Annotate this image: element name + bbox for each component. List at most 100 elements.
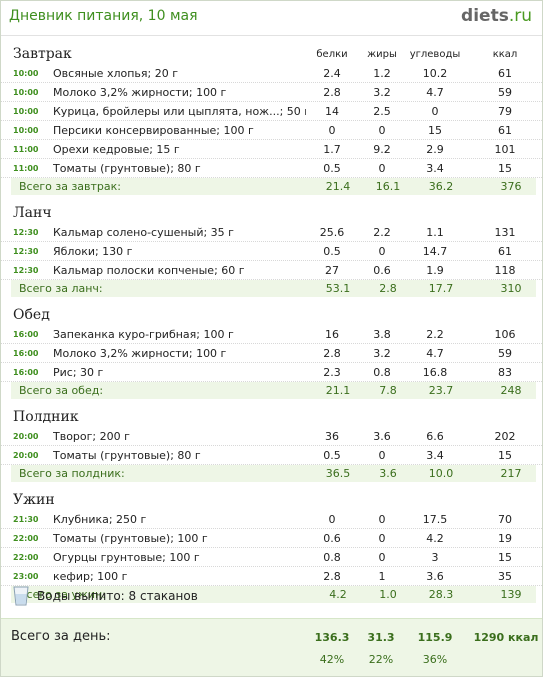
value: 118 bbox=[494, 263, 516, 277]
total-label: Всего за полдник: bbox=[19, 467, 125, 480]
time: 22:00 bbox=[13, 533, 39, 543]
value: 10.2 bbox=[422, 66, 448, 80]
meal-total: Всего за завтрак: 21.4 16.1 36.2 376 bbox=[11, 178, 536, 195]
header: Дневник питания, 10 мая diets.ru bbox=[1, 1, 542, 36]
value: 59 bbox=[498, 85, 512, 99]
value: 15 bbox=[498, 550, 512, 564]
value: 3.6 bbox=[426, 569, 444, 583]
time: 21:30 bbox=[13, 514, 39, 524]
value: 15 bbox=[498, 161, 512, 175]
value: 0.6 bbox=[373, 263, 391, 277]
food-row: 10:00 Курица, бройлеры или цыплята, нож..… bbox=[1, 102, 542, 121]
time: 10:00 bbox=[13, 106, 39, 116]
day-total: Всего за день: 136.3 31.3 115.9 1290 ккал 42… bbox=[1, 618, 542, 676]
value: 0 bbox=[378, 512, 386, 526]
value: 131 bbox=[494, 225, 516, 239]
meal-title: Ланч bbox=[13, 205, 52, 221]
logo-main: diets bbox=[461, 6, 509, 26]
time: 12:30 bbox=[13, 246, 39, 256]
value: 0 bbox=[378, 123, 386, 137]
day-percent: 36% bbox=[422, 653, 448, 666]
food-row: 16:00 Запеканка куро-грибная; 100 г 16 3.8 2… bbox=[1, 325, 542, 344]
meal-total: Всего за ланч: 53.1 2.8 17.7 310 bbox=[11, 280, 536, 297]
meal-header: Ужин bbox=[1, 486, 542, 510]
time: 12:30 bbox=[13, 227, 39, 237]
food-name: Молоко 3,2% жирности; 100 г bbox=[53, 85, 227, 99]
value: 2.3 bbox=[323, 365, 341, 379]
time: 12:30 bbox=[13, 265, 39, 275]
food-row: 22:00 Томаты (грунтовые); 100 г 0.6 0 4.2 19 bbox=[1, 529, 542, 548]
column-header: углеводы bbox=[409, 49, 461, 60]
logo-suffix: .ru bbox=[508, 6, 532, 26]
value: 2.9 bbox=[426, 142, 444, 156]
title: Дневник питания, 10 мая bbox=[9, 8, 198, 24]
food-name: Рис; 30 г bbox=[53, 365, 104, 379]
value: 59 bbox=[498, 346, 512, 360]
value: 0.5 bbox=[323, 448, 341, 462]
total-value: 248 bbox=[500, 384, 522, 397]
value: 35 bbox=[498, 569, 512, 583]
value: 0 bbox=[378, 244, 386, 258]
total-value: 28.3 bbox=[428, 588, 454, 601]
value: 14 bbox=[325, 104, 339, 118]
value: 36 bbox=[325, 429, 339, 443]
food-row: 23:00 кефир; 100 г 2.8 1 3.6 35 bbox=[1, 567, 542, 586]
value: 79 bbox=[498, 104, 512, 118]
total-value: 376 bbox=[500, 180, 522, 193]
value: 0.8 bbox=[373, 365, 391, 379]
value: 61 bbox=[498, 66, 512, 80]
value: 0 bbox=[328, 123, 336, 137]
total-value: 10.0 bbox=[428, 467, 454, 480]
total-value: 2.8 bbox=[379, 282, 397, 295]
food-row: 20:00 Томаты (грунтовые); 80 г 0.5 0 3.4 15 bbox=[1, 446, 542, 465]
water: Воды выпито: 8 стаканов bbox=[13, 584, 198, 608]
value: 4.7 bbox=[426, 346, 444, 360]
value: 1 bbox=[378, 569, 386, 583]
food-name: Курица, бройлеры или цыплята, нож...; 50… bbox=[53, 104, 306, 118]
meal-header: Завтрак белки жиры углеводы ккал bbox=[1, 40, 542, 64]
total-value: 36.2 bbox=[428, 180, 454, 193]
value: 6.6 bbox=[426, 429, 444, 443]
total-value: 16.1 bbox=[375, 180, 401, 193]
meal-header: Полдник bbox=[1, 403, 542, 427]
time: 23:00 bbox=[13, 571, 39, 581]
value: 9.2 bbox=[373, 142, 391, 156]
food-row: 22:00 Огурцы грунтовые; 100 г 0.8 0 3 15 bbox=[1, 548, 542, 567]
value: 3.2 bbox=[373, 85, 391, 99]
value: 101 bbox=[494, 142, 516, 156]
meal-total: Всего за полдник: 36.5 3.6 10.0 217 bbox=[11, 465, 536, 482]
total-value: 23.7 bbox=[428, 384, 454, 397]
value: 2.2 bbox=[426, 327, 444, 341]
logo: diets.ru bbox=[461, 6, 532, 26]
value: 2.5 bbox=[373, 104, 391, 118]
total-value: 310 bbox=[500, 282, 522, 295]
time: 16:00 bbox=[13, 367, 39, 377]
total-value: 7.8 bbox=[379, 384, 397, 397]
food-row: 12:30 Кальмар полоски копченые; 60 г 27 0.6… bbox=[1, 261, 542, 280]
value: 0 bbox=[431, 104, 439, 118]
total-value: 139 bbox=[500, 588, 522, 601]
value: 2.8 bbox=[323, 346, 341, 360]
time: 10:00 bbox=[13, 68, 39, 78]
meal-title: Ужин bbox=[13, 492, 55, 508]
day-value: 1290 ккал bbox=[473, 631, 539, 644]
meal-total: Всего за ужин: 4.2 1.0 28.3 139 bbox=[11, 586, 536, 603]
value: 1.1 bbox=[426, 225, 444, 239]
food-name: Орехи кедровые; 15 г bbox=[53, 142, 180, 156]
total-value: 17.7 bbox=[428, 282, 454, 295]
food-name: Томаты (грунтовые); 80 г bbox=[53, 448, 201, 462]
value: 0 bbox=[378, 448, 386, 462]
value: 2.8 bbox=[323, 569, 341, 583]
day-percent: 22% bbox=[368, 653, 394, 666]
food-row: 10:00 Молоко 3,2% жирности; 100 г 2.8 3.2 4.… bbox=[1, 83, 542, 102]
food-name: Томаты (грунтовые); 100 г bbox=[53, 531, 208, 545]
value: 0.5 bbox=[323, 244, 341, 258]
column-header: ккал bbox=[492, 49, 518, 60]
food-row: 20:00 Творог; 200 г 36 3.6 6.6 202 bbox=[1, 427, 542, 446]
day-value: 115.9 bbox=[417, 631, 453, 644]
meal-title: Полдник bbox=[13, 409, 79, 425]
value: 61 bbox=[498, 244, 512, 258]
value: 70 bbox=[498, 512, 512, 526]
column-header: жиры bbox=[367, 49, 397, 60]
